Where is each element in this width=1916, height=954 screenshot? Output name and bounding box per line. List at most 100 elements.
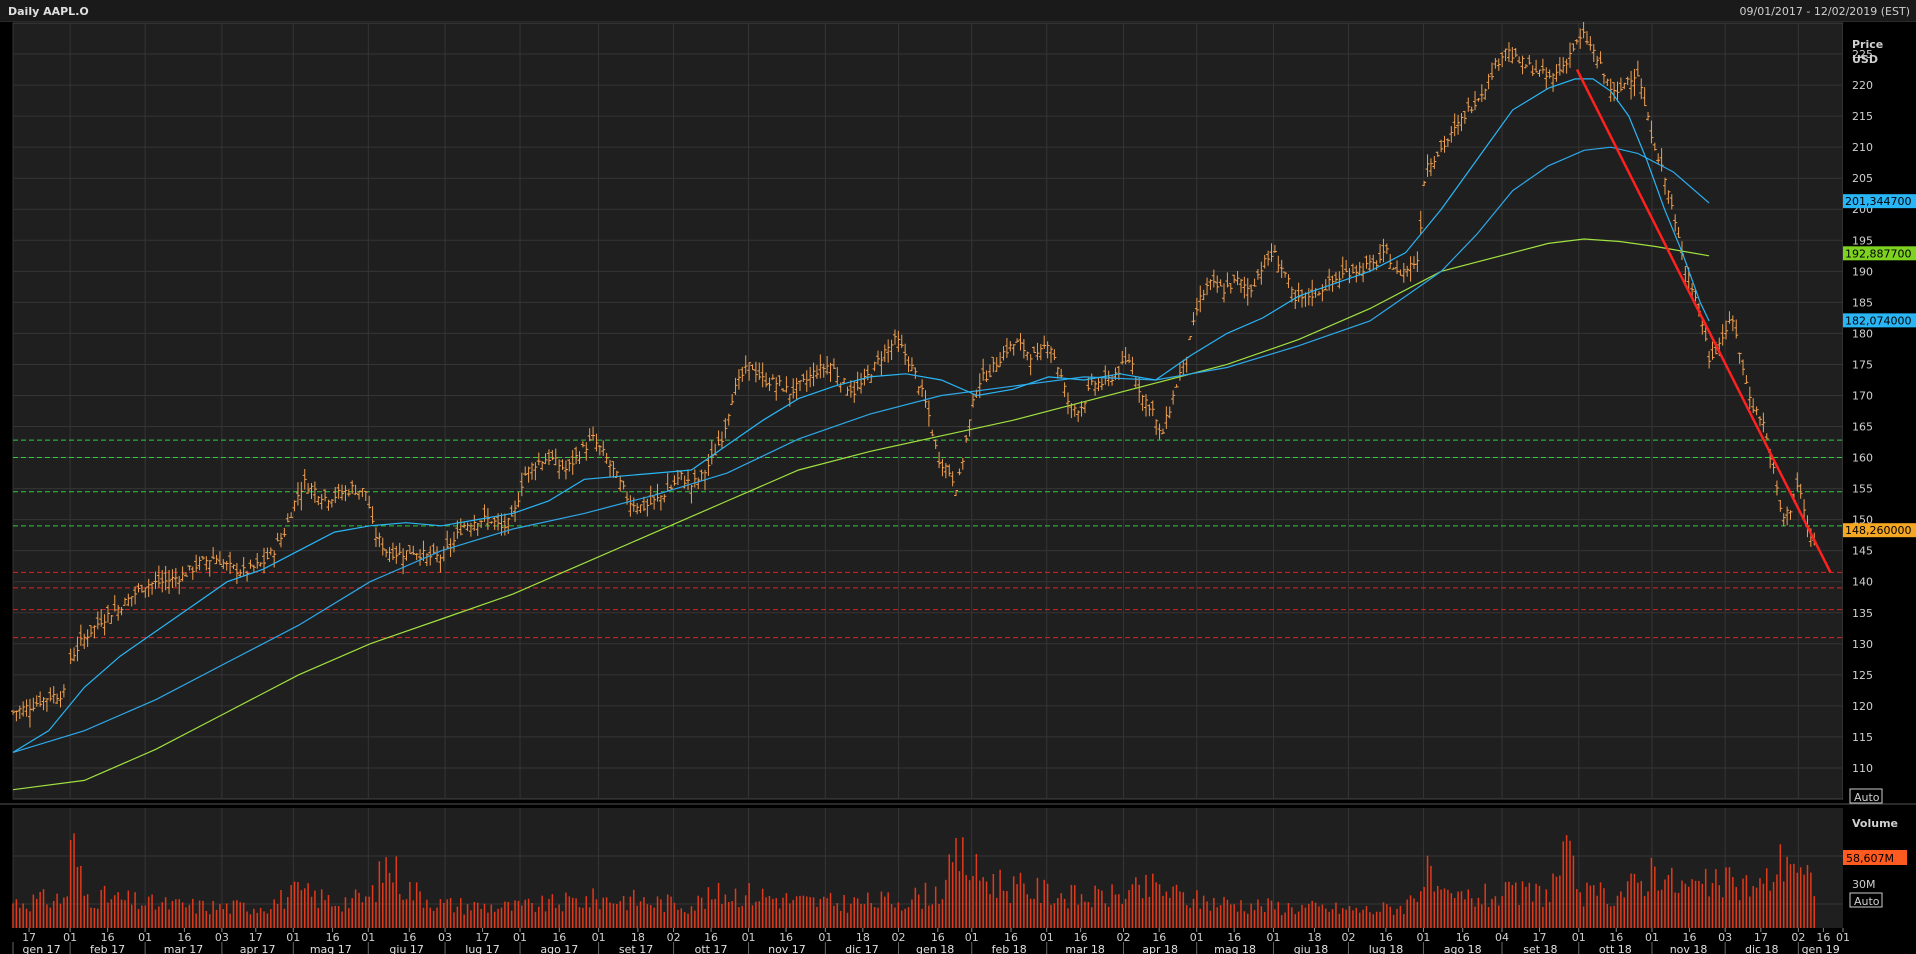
- day-tick-label: 16: [779, 931, 793, 944]
- price-tick-label: 140: [1852, 576, 1873, 589]
- month-label: ott 18: [1599, 943, 1632, 954]
- price-tick-label: 225: [1852, 48, 1873, 61]
- day-tick-label: 03: [438, 931, 452, 944]
- price-tag: [1843, 523, 1916, 538]
- moving-average-mid: [12, 146, 1710, 753]
- price-tick-label: 125: [1852, 669, 1873, 682]
- price-tick-label: 190: [1852, 265, 1873, 278]
- day-tick-label: 03: [215, 931, 229, 944]
- day-tick-label: 16: [1609, 931, 1623, 944]
- price-tick-label: 130: [1852, 638, 1873, 651]
- price-tick-label: 185: [1852, 296, 1873, 309]
- price-tick-label: 220: [1852, 79, 1873, 92]
- price-tick-label: 155: [1852, 483, 1873, 496]
- day-tick-label: 16: [326, 931, 340, 944]
- day-tick-label: 01: [138, 931, 152, 944]
- day-tick-label: 16: [1074, 931, 1088, 944]
- volume-axis-title: Volume: [1852, 817, 1898, 830]
- day-tick-label: 03: [1718, 931, 1732, 944]
- day-tick-label: 01: [1190, 931, 1204, 944]
- day-tick-label: 18: [1308, 931, 1322, 944]
- month-label: gen 17: [22, 943, 60, 954]
- day-tick-label: 16: [1456, 931, 1470, 944]
- day-tick-label: 16: [704, 931, 718, 944]
- moving-averages: [12, 78, 1710, 791]
- price-tag: [1843, 246, 1916, 261]
- day-tick-label: 16: [1004, 931, 1018, 944]
- month-label: dic 17: [845, 943, 879, 954]
- day-tick-label: 01: [1572, 931, 1586, 944]
- price-tags: 201,344700 192,887700 182,074000 148,260000: [1843, 194, 1916, 538]
- chart-header: Daily AAPL.O 09/01/2017 - 12/02/2019 (ES…: [0, 0, 1916, 22]
- day-tick-label: 04: [1495, 931, 1509, 944]
- price-tick-label: 195: [1852, 234, 1873, 247]
- time-axis: 17 01 16 01 16 03 17 01 16 01 16 03 17 01 16 01 18 02 16 01…: [12, 928, 1850, 954]
- price-tick-label: 210: [1852, 141, 1873, 154]
- volume-auto-button[interactable]: [1849, 892, 1883, 908]
- price-axis: 1101151201251301351401451501551601651701…: [1852, 48, 1873, 775]
- day-tick-label: 16: [402, 931, 416, 944]
- trendline: [1575, 68, 1832, 573]
- month-label: mag 18: [1214, 943, 1256, 954]
- month-label: set 18: [1523, 943, 1557, 954]
- day-tick-label: 01: [286, 931, 300, 944]
- day-tick-label: 17: [1532, 931, 1546, 944]
- day-tick-label: 01: [1040, 931, 1054, 944]
- downtrend-line: [1575, 68, 1832, 573]
- day-tick-label: 16: [1227, 931, 1241, 944]
- day-tick-label: 01: [1645, 931, 1659, 944]
- support-levels: [13, 439, 1843, 639]
- day-tick-label: 16: [552, 931, 566, 944]
- day-tick-label: 01: [965, 931, 979, 944]
- price-auto-label: Auto: [1854, 791, 1880, 804]
- month-label: dic 18: [1745, 943, 1779, 954]
- month-label: ott 17: [695, 943, 728, 954]
- day-tick-label: 02: [1341, 931, 1355, 944]
- price-tag: [1843, 194, 1916, 209]
- month-label: apr 17: [240, 943, 276, 954]
- price-chart[interactable]: Price USD 110115120125130135140145150155…: [0, 22, 1916, 954]
- month-label: nov 18: [1670, 943, 1708, 954]
- day-tick-label: 01: [818, 931, 832, 944]
- volume-tick-30m: 30M: [1852, 878, 1876, 891]
- chart-title: Daily AAPL.O: [8, 5, 89, 18]
- price-tick-label: 165: [1852, 421, 1873, 434]
- price-tick-label: 175: [1852, 358, 1873, 371]
- month-label: mar 18: [1065, 943, 1104, 954]
- price-tick-label: 215: [1852, 110, 1873, 123]
- month-label: lug 17: [465, 943, 500, 954]
- price-tick-label: 170: [1852, 389, 1873, 402]
- month-label: ago 17: [540, 943, 578, 954]
- price-tick-label: 110: [1852, 762, 1873, 775]
- price-tick-label: 145: [1852, 545, 1873, 558]
- day-tick-label: 01: [361, 931, 375, 944]
- day-tick-label: 02: [892, 931, 906, 944]
- day-tick-label: 16: [1152, 931, 1166, 944]
- day-tick-label: 16: [1816, 931, 1830, 944]
- price-plot-area[interactable]: [12, 22, 1844, 800]
- price-tick-label: 160: [1852, 452, 1873, 465]
- day-tick-label: 16: [1379, 931, 1393, 944]
- month-label: gen 18: [916, 943, 954, 954]
- day-tick-label: 18: [856, 931, 870, 944]
- price-auto-button[interactable]: [1849, 788, 1883, 804]
- date-range: 09/01/2017 - 12/02/2019 (EST): [1739, 5, 1911, 18]
- price-tick-label: 205: [1852, 172, 1873, 185]
- price-axis-unit: USD: [1852, 53, 1878, 66]
- price-tag-value: 201,344700: [1845, 195, 1911, 208]
- price-tag-value: 192,887700: [1845, 247, 1911, 260]
- day-tick-label: 17: [249, 931, 263, 944]
- moving-average-short: [12, 78, 1710, 753]
- day-tick-label: 01: [513, 931, 527, 944]
- day-tick-label: 16: [931, 931, 945, 944]
- volume-bars: [12, 833, 1816, 928]
- day-tick-label: 01: [742, 931, 756, 944]
- month-label: giu 18: [1294, 943, 1329, 954]
- day-tick-label: 17: [1754, 931, 1768, 944]
- month-label: mag 17: [310, 943, 352, 954]
- volume-last-tag: [1843, 850, 1907, 865]
- volume-axis-background: [1843, 808, 1916, 928]
- day-tick-label: 18: [631, 931, 645, 944]
- price-tick-label: 120: [1852, 700, 1873, 713]
- day-tick-label: 16: [177, 931, 191, 944]
